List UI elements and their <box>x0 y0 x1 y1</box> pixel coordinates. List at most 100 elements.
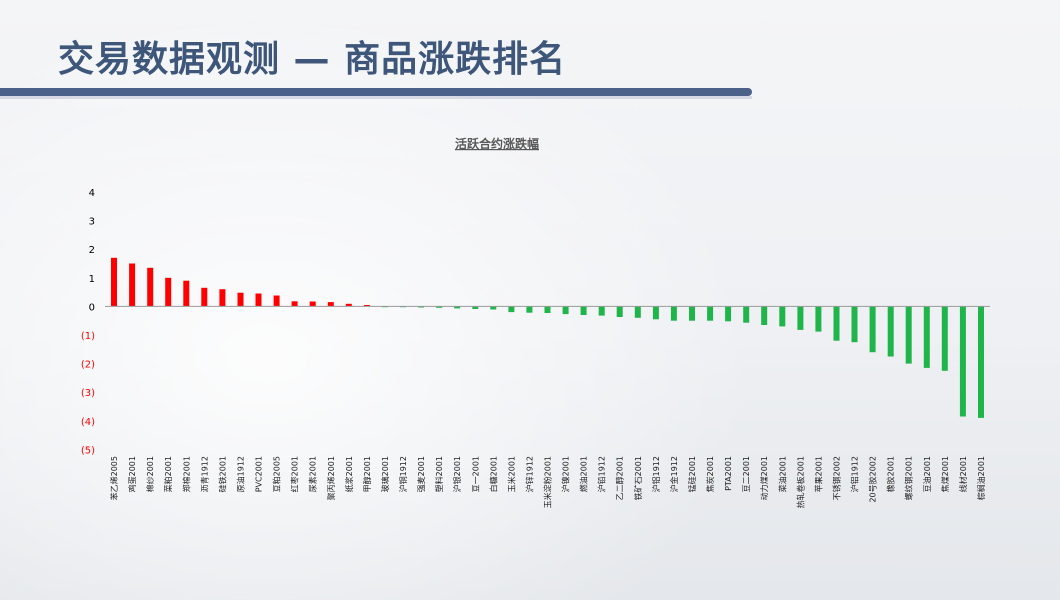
x-tick-label: 沪铝1912 <box>850 456 860 492</box>
bar <box>833 306 840 341</box>
title-underline-shadow <box>0 96 752 99</box>
bar <box>327 302 334 307</box>
bar <box>309 301 316 307</box>
x-tick-label: 不锈钢2002 <box>831 456 841 500</box>
x-tick-label: 豆粕2005 <box>272 456 282 492</box>
x-tick-label: 沪锌1912 <box>524 456 534 492</box>
x-tick-label: 尿素2001 <box>308 456 318 492</box>
y-tick-label: 2 <box>89 245 95 256</box>
x-tick-label: 沪铜1912 <box>398 456 408 492</box>
x-tick-label: 甲醇2001 <box>362 456 372 492</box>
bar <box>111 257 117 307</box>
bar <box>689 306 695 321</box>
y-tick-label: (4) <box>81 417 95 428</box>
bar <box>219 289 226 307</box>
x-tick-label: PVC2001 <box>255 456 264 492</box>
x-tick-label: 菜油2001 <box>777 456 787 492</box>
bar <box>345 303 352 307</box>
bar <box>580 306 587 315</box>
x-tick-label: 强麦2001 <box>416 456 426 492</box>
x-tick-label: 橡胶2001 <box>886 456 896 492</box>
x-tick-label: 热轧卷板2001 <box>795 456 805 508</box>
x-tick-label: PTA2001 <box>724 456 733 491</box>
x-tick-label: 沥青1912 <box>199 456 209 492</box>
x-tick-label: 焦炭2001 <box>705 456 715 492</box>
x-tick-label: 沪铅1912 <box>597 456 607 492</box>
y-tick-label: 4 <box>89 188 95 199</box>
bar <box>887 306 894 357</box>
x-tick-label: 棕榈油2001 <box>976 456 986 500</box>
x-tick-label: 纸浆2001 <box>344 456 354 492</box>
bar <box>923 306 930 368</box>
bar <box>490 306 497 310</box>
bar <box>598 306 605 316</box>
x-tick-label: 玻璃2001 <box>380 456 390 492</box>
bar-series <box>111 257 984 418</box>
x-tick-label: 沪金1912 <box>669 456 679 492</box>
bar <box>129 263 136 307</box>
x-tick-label: 线材2001 <box>958 456 968 492</box>
x-tick-label: 燃油2001 <box>579 456 589 492</box>
bar <box>797 306 804 330</box>
y-tick-label: (5) <box>81 445 95 456</box>
y-tick-label: (1) <box>81 331 95 342</box>
bar <box>472 306 479 309</box>
chart-title: 活跃合约涨跌幅 <box>455 136 539 151</box>
y-tick-label: (2) <box>81 360 95 371</box>
x-tick-label: 郑棉2001 <box>181 456 191 492</box>
page-title: 交易数据观测 — 商品涨跌排名 <box>58 39 567 80</box>
bar <box>237 292 244 307</box>
x-tick-label: 动力煤2001 <box>759 456 769 500</box>
y-tick-label: 0 <box>89 302 95 313</box>
x-tick-label: 红枣2001 <box>290 456 300 492</box>
bar <box>454 306 461 309</box>
x-tick-label: 豆一2001 <box>471 456 480 492</box>
x-tick-label: 螺纹钢2001 <box>904 456 914 500</box>
x-tick-label: 焦煤2001 <box>940 456 950 492</box>
bar <box>905 306 912 364</box>
bar <box>526 306 533 313</box>
x-tick-label: 豆二2001 <box>742 456 751 492</box>
title-underline-bar <box>0 88 752 96</box>
bar <box>707 306 714 321</box>
bar <box>544 306 551 313</box>
bar <box>201 287 208 307</box>
bar <box>363 305 370 307</box>
x-tick-label: 棉纱2001 <box>145 456 155 492</box>
x-tick-label: 硅铁2001 <box>217 456 227 492</box>
bar <box>562 306 569 315</box>
bar <box>183 280 190 307</box>
bar <box>165 277 172 307</box>
bar <box>255 293 262 307</box>
bar <box>418 306 425 308</box>
bar <box>743 306 750 323</box>
x-tick-label: 沪镍2001 <box>561 456 571 492</box>
bar <box>508 306 515 313</box>
bar <box>652 306 659 320</box>
y-tick-label: 3 <box>89 217 95 228</box>
x-tick-label: 聚丙烯2001 <box>326 456 336 500</box>
x-tick-label: 白糖2001 <box>488 456 498 492</box>
bar <box>851 306 858 343</box>
bar <box>869 306 876 353</box>
x-tick-label: 铁矿石2001 <box>633 456 643 500</box>
x-tick-label: 玉米2001 <box>506 456 516 492</box>
bar <box>978 306 984 418</box>
x-tick-label: 乙二醇2001 <box>615 456 625 500</box>
bar <box>725 306 732 322</box>
x-tick-label: 豆油2001 <box>922 456 932 492</box>
x-tick-label: 20号胶2002 <box>868 456 878 503</box>
bar <box>616 306 623 317</box>
bar <box>670 306 677 321</box>
bar <box>436 306 443 308</box>
background-glow <box>0 0 760 600</box>
x-tick-label: 沪银2001 <box>452 456 462 492</box>
bar <box>147 267 154 307</box>
x-tick-label: 鸡蛋2001 <box>127 456 137 492</box>
x-tick-label: 锰硅2001 <box>687 456 697 492</box>
x-tick-label: 苯乙烯2005 <box>109 456 119 500</box>
y-tick-label: 1 <box>89 274 95 285</box>
x-tick-label: 玉米淀粉2001 <box>543 456 553 508</box>
x-tick-label: 沪铝1912 <box>651 456 661 492</box>
bar <box>291 301 298 307</box>
